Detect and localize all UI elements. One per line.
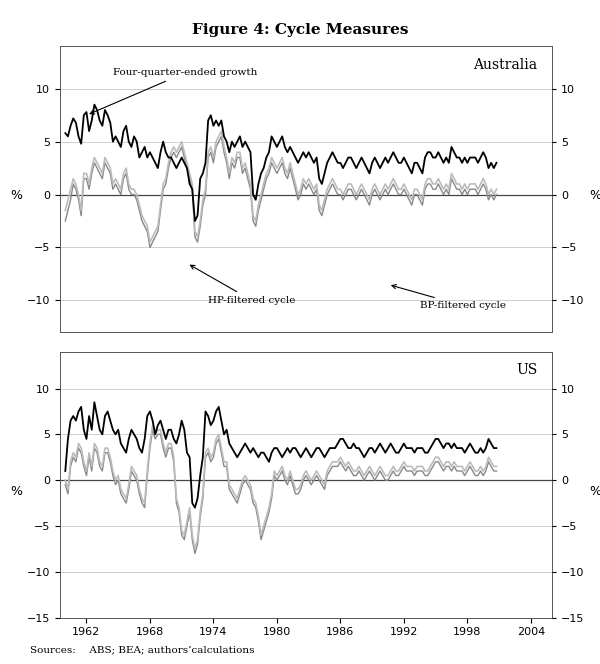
Text: HP-filtered cycle: HP-filtered cycle [190, 265, 296, 305]
Text: Sources:  ABS; BEA; authors’calculations: Sources: ABS; BEA; authors’calculations [30, 645, 254, 654]
Text: Figure 4: Cycle Measures: Figure 4: Cycle Measures [192, 23, 408, 37]
Text: Four-quarter-ended growth: Four-quarter-ended growth [90, 68, 257, 114]
Y-axis label: %: % [10, 189, 22, 203]
Y-axis label: %: % [590, 189, 600, 203]
Text: BP-filtered cycle: BP-filtered cycle [392, 285, 506, 310]
Y-axis label: %: % [10, 485, 22, 498]
Y-axis label: %: % [590, 485, 600, 498]
Text: Australia: Australia [473, 58, 537, 72]
Text: US: US [516, 363, 537, 376]
